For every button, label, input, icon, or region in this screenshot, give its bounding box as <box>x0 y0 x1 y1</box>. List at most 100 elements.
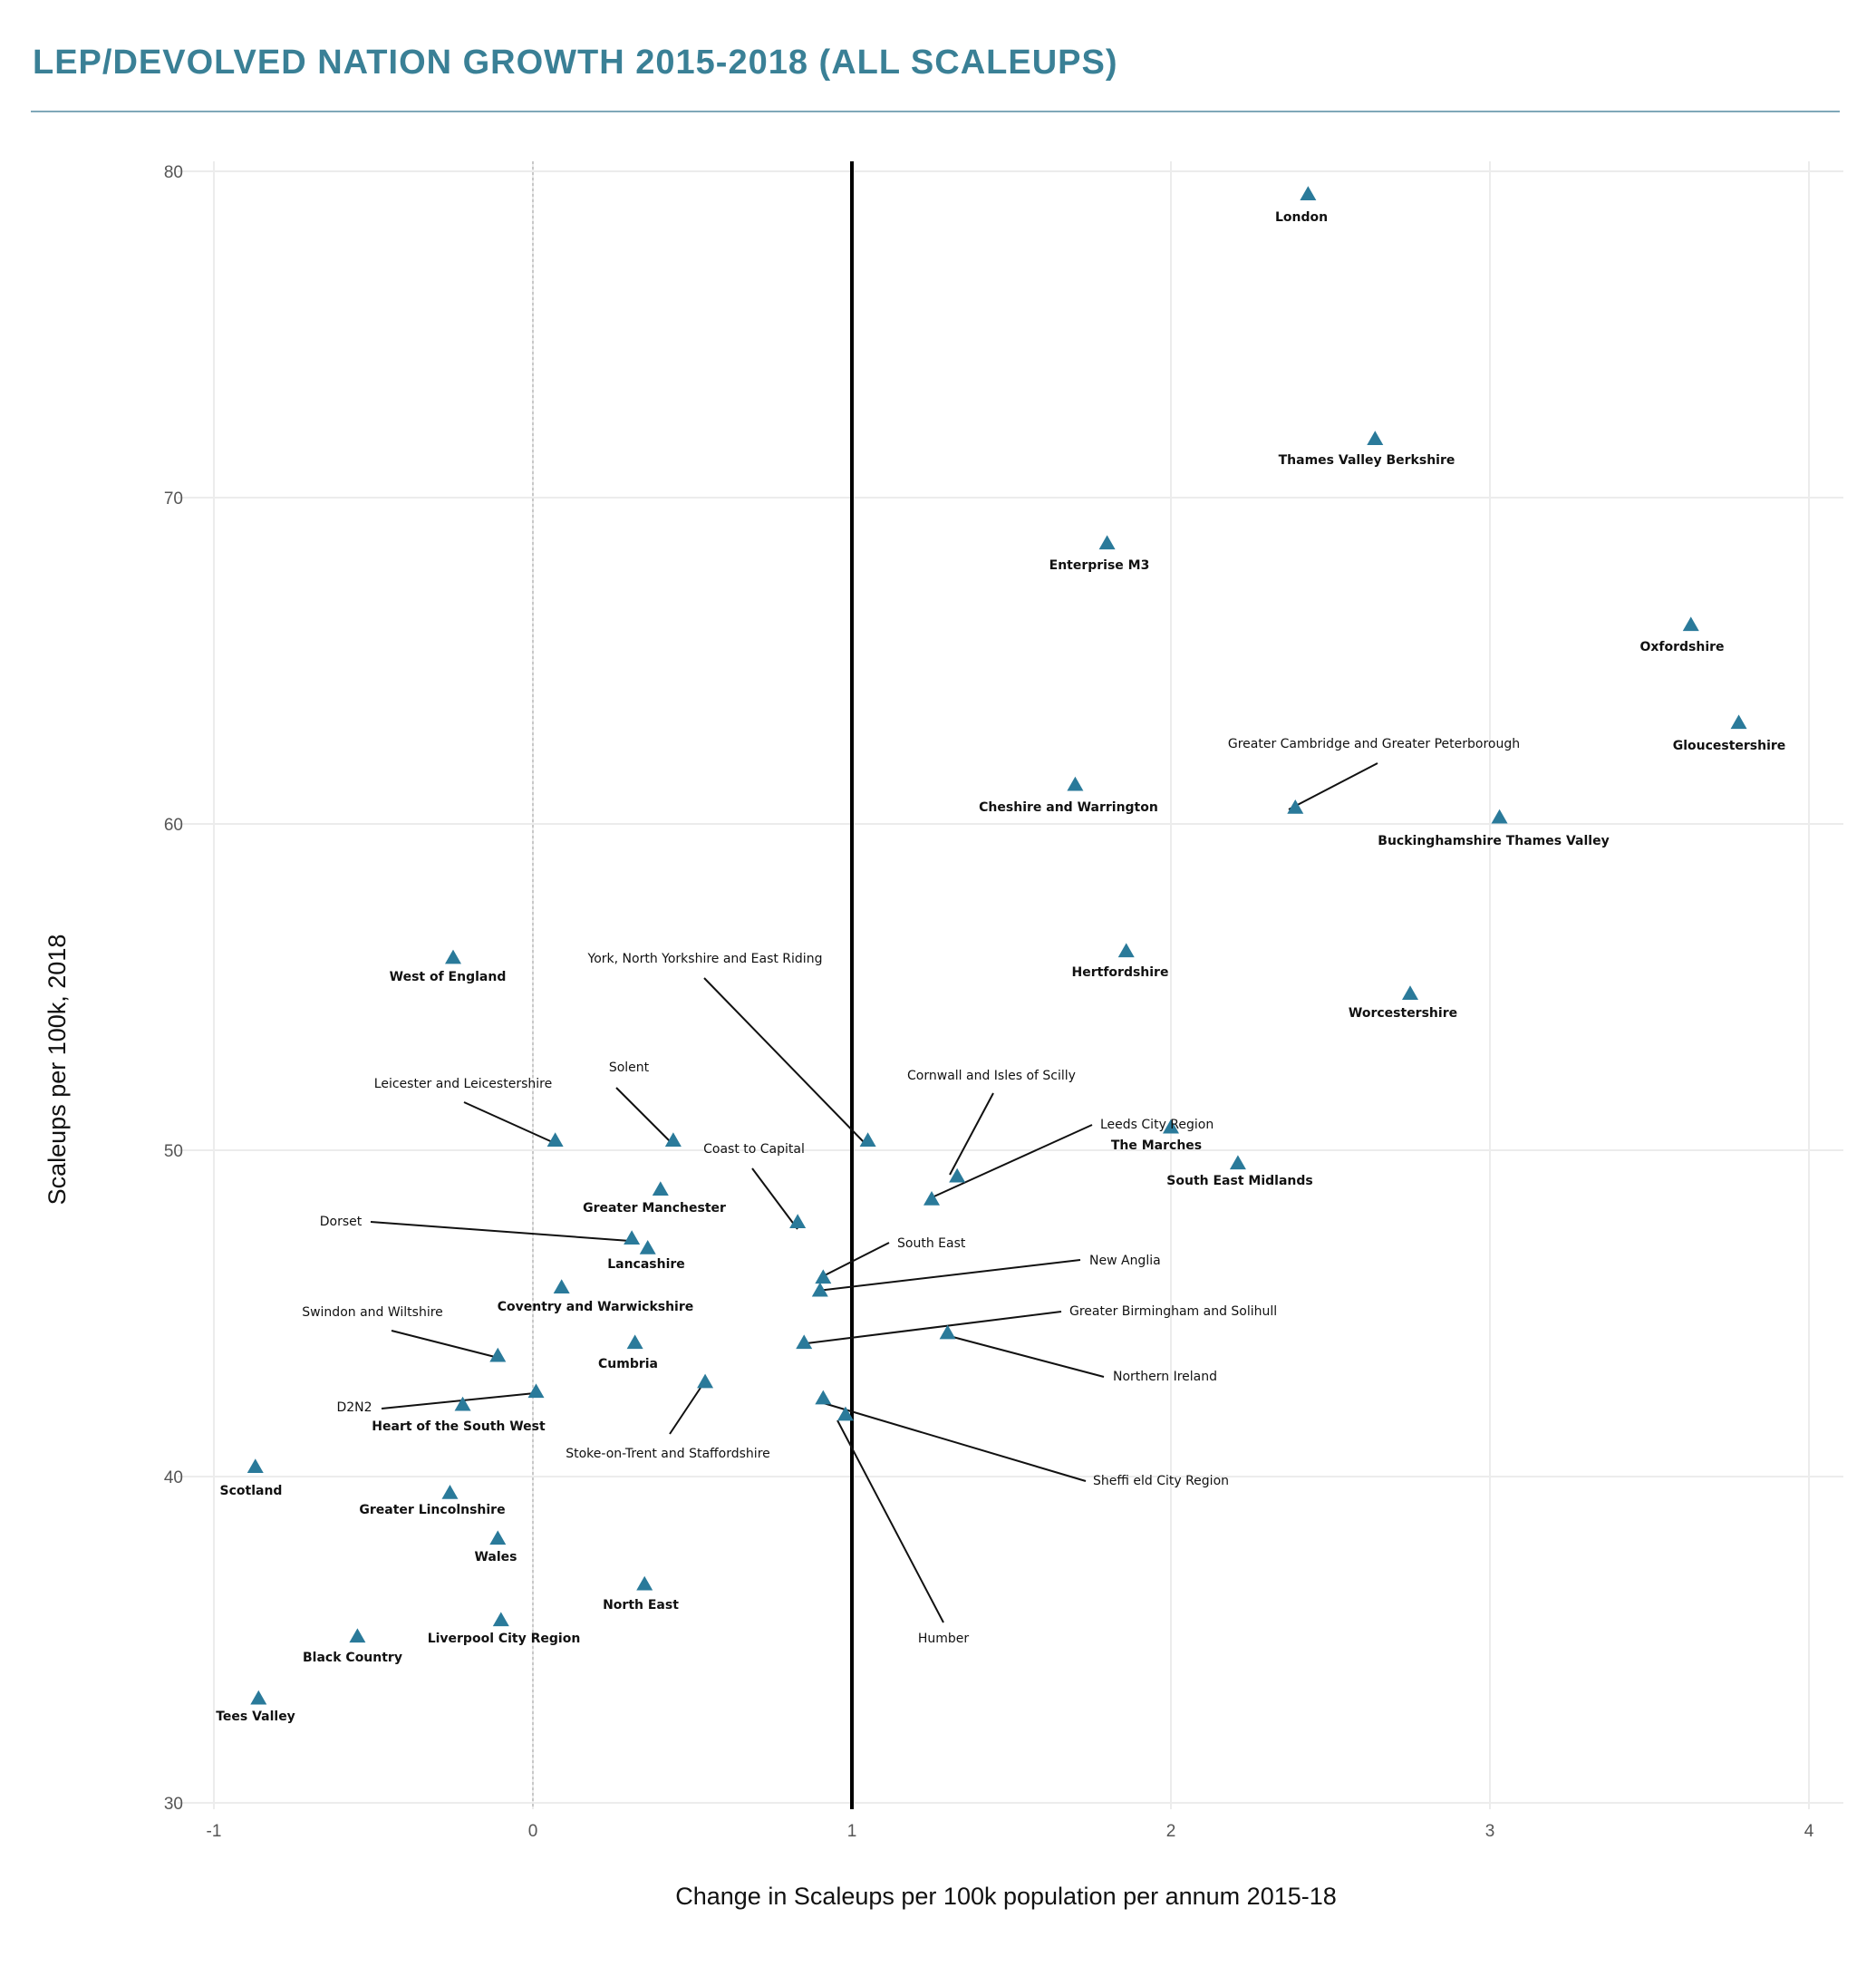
point-south-east-midlands <box>1229 1155 1246 1170</box>
leader-line <box>798 1311 1062 1345</box>
leader-line <box>949 1092 994 1176</box>
point-greater-manchester <box>652 1181 669 1196</box>
point-label: Enterprise M3 <box>1049 558 1150 573</box>
point-label: Wales <box>474 1550 517 1564</box>
leader-line <box>669 1387 701 1435</box>
point-d2n2 <box>527 1383 545 1399</box>
title-divider <box>31 111 1840 112</box>
point-label: Leicester and Leicestershire <box>374 1077 552 1091</box>
point-swindon-and-wiltshire <box>489 1347 507 1362</box>
data-points <box>247 186 1747 1705</box>
point-cornwall-and-isles-of-scilly <box>949 1167 966 1183</box>
point-greater-birmingham-and-solihull <box>796 1334 813 1350</box>
leader-line <box>615 1087 672 1144</box>
point-label: North East <box>603 1598 679 1613</box>
point-label: Lancashire <box>607 1257 685 1272</box>
point-label: Greater Lincolnshire <box>359 1503 505 1517</box>
point-tees-valley <box>250 1690 267 1705</box>
point-heart-of-the-south-west <box>454 1396 471 1411</box>
point-label: Coast to Capital <box>703 1142 805 1157</box>
point-label: Northern Ireland <box>1113 1370 1217 1384</box>
point-label: Heart of the South West <box>372 1419 546 1434</box>
point-hertfordshire <box>1117 943 1135 958</box>
point-label: Liverpool City Region <box>428 1632 581 1646</box>
point-label: The Marches <box>1111 1138 1202 1153</box>
chart-title: LEP/DEVOLVED NATION GROWTH 2015-2018 (AL… <box>33 44 1118 82</box>
point-northern-ireland <box>939 1324 956 1340</box>
point-label: London <box>1275 210 1328 225</box>
leader-line <box>836 1419 944 1623</box>
point-label: Hertfordshire <box>1072 965 1169 980</box>
point-wales <box>489 1530 507 1545</box>
x-tick-label: 0 <box>528 1822 538 1841</box>
point-worcestershire <box>1402 985 1418 1000</box>
point-leeds-city-region <box>923 1191 940 1206</box>
point-label: Humber <box>918 1632 970 1646</box>
y-tick-label: 40 <box>164 1468 183 1487</box>
point-new-anglia <box>811 1282 828 1297</box>
x-tick-label: 4 <box>1804 1822 1814 1841</box>
point-the-marches <box>1163 1119 1179 1134</box>
point-greater-cambridge-and-greater-peterborough <box>1287 799 1304 814</box>
point-label: Thames Valley Berkshire <box>1279 453 1455 468</box>
y-tick-label: 50 <box>164 1142 183 1161</box>
point-label: Cheshire and Warrington <box>979 800 1158 815</box>
axis-ticks: -1 0 1 2 3 4 30 40 50 60 70 80 <box>164 163 1814 1841</box>
point-south-east <box>815 1269 832 1284</box>
point-label: Greater Cambridge and Greater Peterborou… <box>1228 737 1520 751</box>
point-sheffield-city-region <box>815 1390 832 1405</box>
point-dorset <box>624 1230 641 1245</box>
point-label: Worcestershire <box>1349 1006 1457 1021</box>
point-label: Black Country <box>303 1651 402 1665</box>
point-label: Scotland <box>220 1484 283 1498</box>
point-thames-valley-berkshire <box>1367 431 1384 445</box>
point-label: Dorset <box>320 1215 363 1229</box>
point-scotland <box>247 1458 264 1473</box>
point-label: Oxfordshire <box>1639 640 1724 654</box>
leader-line <box>942 1333 1105 1378</box>
leader-line <box>703 977 866 1145</box>
point-black-country <box>349 1628 366 1643</box>
leader-line <box>820 1242 890 1278</box>
x-tick-label: 1 <box>847 1822 857 1841</box>
point-label: Solent <box>609 1061 650 1075</box>
point-greater-lincolnshire <box>441 1485 459 1499</box>
reference-lines <box>532 161 854 1809</box>
point-label: South East <box>897 1236 966 1251</box>
y-tick-label: 30 <box>164 1795 183 1814</box>
point-label: Cumbria <box>598 1357 658 1371</box>
leader-line <box>391 1330 499 1359</box>
y-tick-label: 60 <box>164 816 183 835</box>
point-label: Greater Manchester <box>583 1201 726 1216</box>
point-cumbria <box>626 1334 643 1350</box>
point-gloucestershire <box>1730 714 1747 730</box>
point-cheshire-and-warrington <box>1067 776 1084 791</box>
leader-line <box>381 1392 536 1409</box>
point-solent <box>664 1132 682 1147</box>
point-label: Tees Valley <box>216 1710 295 1724</box>
point-leicester-and-leicestershire <box>546 1132 564 1147</box>
label-leader-lines <box>370 762 1378 1623</box>
leader-line <box>1288 762 1378 810</box>
leader-line <box>463 1101 557 1145</box>
leader-line <box>817 1400 1087 1482</box>
point-label: Greater Birmingham and Solihull <box>1069 1304 1277 1319</box>
x-tick-label: -1 <box>207 1822 222 1841</box>
leader-line <box>370 1221 631 1242</box>
y-axis-title: Scaleups per 100k, 2018 <box>44 935 71 1206</box>
leader-line <box>817 1259 1081 1292</box>
point-label: West of England <box>390 970 507 984</box>
point-label: D2N2 <box>336 1400 372 1415</box>
point-labels: London Thames Valley Berkshire Enterprise … <box>216 210 1785 1724</box>
y-tick-label: 80 <box>164 163 183 182</box>
point-label: Coventry and Warwickshire <box>498 1300 694 1314</box>
point-enterprise-m3 <box>1098 535 1116 550</box>
point-humber <box>836 1406 854 1421</box>
point-lancashire <box>639 1240 656 1254</box>
point-london <box>1300 186 1317 200</box>
point-label: York, North Yorkshire and East Riding <box>587 952 823 966</box>
point-label: Leeds City Region <box>1100 1118 1214 1132</box>
x-axis-title: Change in Scaleups per 100k population p… <box>675 1883 1337 1910</box>
point-label: New Anglia <box>1089 1254 1161 1268</box>
point-north-east <box>636 1575 653 1591</box>
